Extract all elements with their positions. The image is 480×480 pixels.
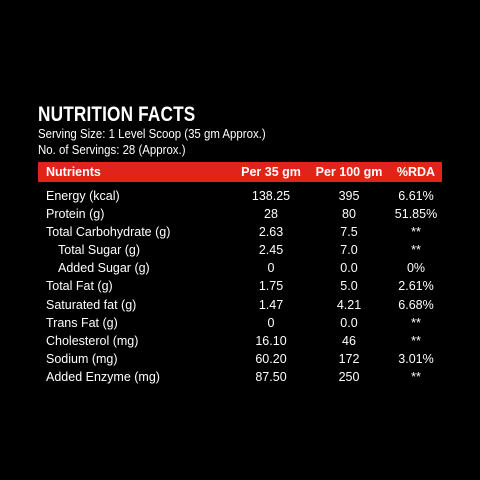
serving-info: Serving Size: 1 Level Scoop (35 gm Appro… [38, 126, 394, 158]
row-nutrient: Protein (g) [46, 207, 105, 222]
row-nutrient: Cholesterol (mg) [46, 333, 139, 348]
header-per-100: Per 100 gm [315, 165, 383, 179]
row-per-35: 0 [267, 261, 275, 276]
row-nutrient: Added Sugar (g) [58, 261, 150, 276]
row-per-100: 46 [342, 333, 356, 348]
row-rda: ** [411, 315, 421, 330]
row-per-100: 7.5 [340, 225, 358, 240]
table-row: Saturated fat (g) 1.47 4.21 6.68% [38, 296, 442, 314]
row-per-35: 87.50 [255, 369, 287, 384]
row-per-35: 2.63 [258, 225, 284, 240]
row-per-35: 28 [264, 207, 278, 222]
row-per-35: 138.25 [251, 189, 291, 203]
table-row: Cholesterol (mg) 16.10 46 ** [38, 332, 442, 350]
nutrition-table-body: Energy (kcal) 138.25 395 6.61% Protein (… [38, 187, 442, 386]
table-row: Total Carbohydrate (g) 2.63 7.5 ** [38, 223, 442, 241]
row-per-100: 5.0 [340, 279, 358, 294]
row-per-100: 0.0 [340, 261, 358, 276]
row-nutrient: Saturated fat (g) [46, 297, 137, 312]
header-per-35: Per 35 gm [241, 165, 301, 179]
row-per-35: 2.45 [258, 243, 284, 258]
table-row: Sodium (mg) 60.20 172 3.01% [38, 350, 442, 368]
table-row: Energy (kcal) 138.25 395 6.61% [38, 187, 442, 205]
row-nutrient: Total Carbohydrate (g) [46, 225, 171, 240]
table-row: Added Enzyme (mg) 87.50 250 ** [38, 368, 442, 386]
row-per-35: 16.10 [255, 333, 287, 348]
header-nutrients: Nutrients [46, 165, 101, 179]
row-rda: 6.68% [398, 297, 434, 312]
table-row: Total Sugar (g) 2.45 7.0 ** [38, 241, 442, 259]
header-rda: %RDA [396, 165, 436, 179]
table-row: Trans Fat (g) 0 0.0 ** [38, 314, 442, 332]
row-per-100: 172 [338, 351, 360, 366]
row-rda: ** [411, 369, 421, 384]
page-title: NUTRITION FACTS [38, 103, 196, 126]
row-rda: 6.61% [398, 189, 434, 203]
row-rda: ** [411, 243, 421, 258]
row-rda: ** [411, 333, 421, 348]
row-nutrient: Total Sugar (g) [58, 243, 140, 258]
table-header: Nutrients Per 35 gm Per 100 gm %RDA [38, 162, 442, 182]
row-per-35: 1.75 [258, 279, 284, 294]
row-rda: 51.85% [394, 207, 438, 222]
serving-size: Serving Size: 1 Level Scoop (35 gm Appro… [38, 126, 266, 141]
row-per-100: 395 [338, 189, 360, 203]
row-nutrient: Sodium (mg) [46, 351, 118, 366]
table-row: Protein (g) 28 80 51.85% [38, 205, 442, 223]
row-per-35: 0 [267, 315, 275, 330]
row-per-100: 80 [342, 207, 356, 222]
nutrition-facts-panel: NUTRITION FACTS Serving Size: 1 Level Sc… [38, 104, 442, 386]
row-per-35: 60.20 [255, 351, 287, 366]
row-nutrient: Added Enzyme (mg) [46, 369, 160, 384]
row-rda: 3.01% [398, 351, 434, 366]
table-row: Total Fat (g) 1.75 5.0 2.61% [38, 277, 442, 295]
row-rda: 2.61% [398, 279, 434, 294]
row-nutrient: Total Fat (g) [46, 279, 113, 294]
row-nutrient: Trans Fat (g) [46, 315, 118, 330]
row-rda: ** [411, 225, 421, 240]
servings-count: No. of Servings: 28 (Approx.) [38, 142, 186, 157]
row-per-100: 250 [338, 369, 360, 384]
row-per-100: 0.0 [340, 315, 358, 330]
row-per-35: 1.47 [258, 297, 284, 312]
row-nutrient: Energy (kcal) [46, 189, 120, 203]
row-per-100: 7.0 [340, 243, 358, 258]
row-per-100: 4.21 [336, 297, 362, 312]
row-rda: 0% [406, 261, 426, 276]
table-row: Added Sugar (g) 0 0.0 0% [38, 259, 442, 277]
